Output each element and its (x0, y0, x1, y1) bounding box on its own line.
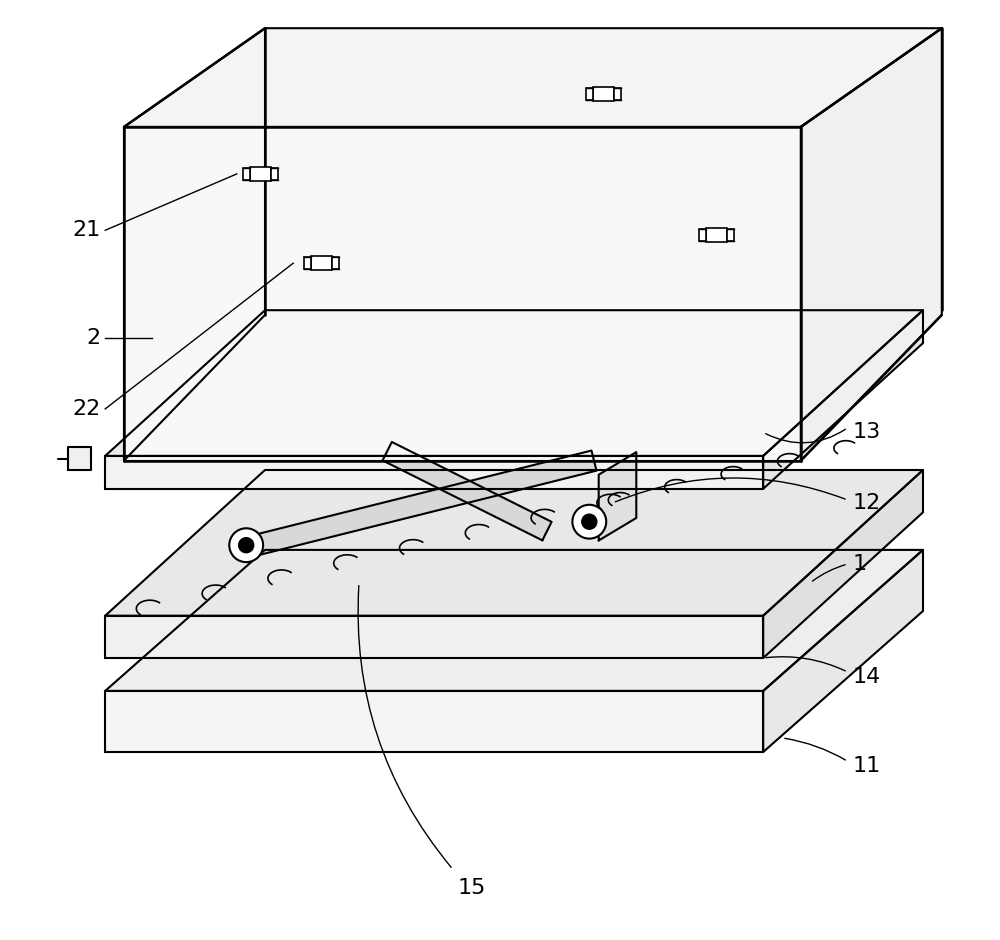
Polygon shape (68, 447, 91, 470)
FancyBboxPatch shape (614, 88, 621, 100)
Text: 14: 14 (852, 666, 881, 687)
Polygon shape (599, 452, 636, 540)
Circle shape (229, 528, 263, 562)
Polygon shape (105, 456, 763, 489)
Text: 21: 21 (72, 220, 101, 241)
Text: 15: 15 (458, 878, 486, 899)
Circle shape (239, 538, 254, 553)
Text: 22: 22 (72, 399, 101, 419)
Text: 11: 11 (852, 756, 881, 776)
Polygon shape (763, 310, 923, 489)
Text: 13: 13 (852, 422, 881, 443)
Text: 2: 2 (86, 328, 101, 349)
FancyBboxPatch shape (593, 86, 614, 102)
Circle shape (582, 514, 597, 529)
Text: 1: 1 (852, 554, 867, 574)
Polygon shape (105, 310, 923, 456)
Polygon shape (801, 28, 942, 461)
FancyBboxPatch shape (332, 258, 339, 269)
Polygon shape (763, 550, 923, 752)
FancyBboxPatch shape (699, 229, 706, 241)
FancyBboxPatch shape (250, 166, 271, 181)
FancyBboxPatch shape (311, 256, 332, 271)
Polygon shape (383, 442, 552, 540)
FancyBboxPatch shape (271, 168, 278, 180)
Polygon shape (124, 28, 942, 127)
Circle shape (572, 505, 606, 539)
FancyBboxPatch shape (243, 168, 250, 180)
Polygon shape (234, 450, 597, 560)
Polygon shape (105, 550, 923, 691)
Polygon shape (105, 616, 763, 658)
FancyBboxPatch shape (727, 229, 734, 241)
FancyBboxPatch shape (586, 88, 593, 100)
Text: 12: 12 (852, 493, 881, 513)
Polygon shape (763, 470, 923, 658)
FancyBboxPatch shape (706, 227, 727, 243)
Polygon shape (105, 691, 763, 752)
Polygon shape (105, 470, 923, 616)
Polygon shape (124, 127, 801, 461)
FancyBboxPatch shape (304, 258, 311, 269)
